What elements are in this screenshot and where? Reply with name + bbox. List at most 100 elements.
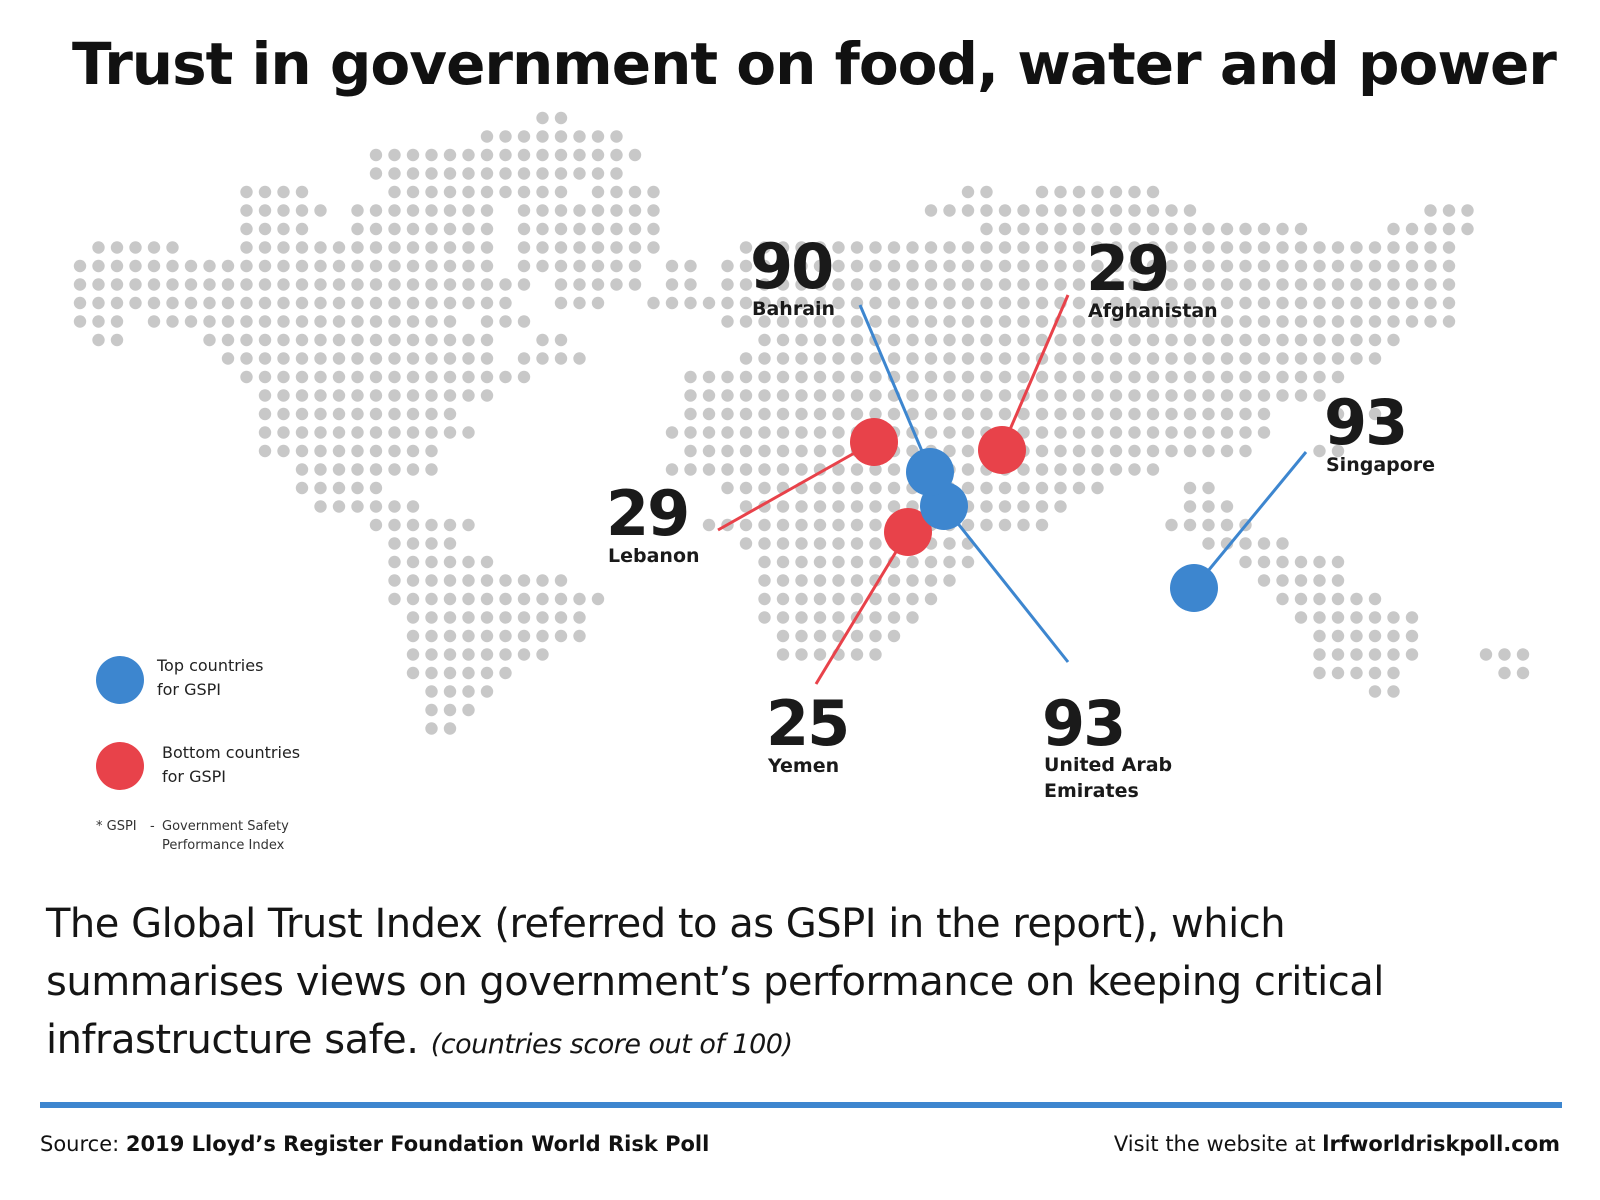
map-dot [1017, 370, 1030, 384]
map-dot [92, 259, 105, 273]
map-dot [924, 259, 938, 273]
map-dot [591, 185, 605, 199]
map-dot [443, 666, 457, 680]
map-dot [480, 204, 494, 217]
map-dot [221, 315, 235, 328]
map-dot [1072, 333, 1086, 347]
map-dot [536, 611, 549, 624]
map-dot [980, 370, 993, 384]
map-dot [869, 370, 882, 384]
map-dot [332, 333, 346, 347]
map-dot [1017, 278, 1030, 291]
map-dot [295, 222, 309, 236]
map-dot [1405, 241, 1419, 254]
map-dot [906, 352, 919, 365]
map-dot [1424, 222, 1437, 236]
map-dot [1035, 278, 1049, 291]
map-dot [1442, 222, 1456, 236]
map-dot [647, 204, 660, 217]
map-dot [961, 315, 975, 328]
map-dot [1350, 611, 1363, 624]
map-dot [1257, 333, 1271, 347]
map-dot [1331, 648, 1345, 661]
map-dot [388, 259, 401, 273]
map-dot [369, 204, 383, 217]
map-dot [388, 444, 401, 458]
map-dot [425, 722, 438, 735]
map-dot [203, 315, 216, 328]
map-dot [1091, 222, 1104, 236]
map-dot [1479, 648, 1493, 661]
map-dot [1183, 278, 1197, 291]
map-dot [480, 555, 494, 569]
map-dot [406, 315, 420, 328]
map-dot [351, 222, 364, 236]
map-dot [1165, 278, 1178, 291]
map-dot [277, 444, 290, 458]
map-dot [443, 685, 457, 698]
map-dot [1165, 259, 1178, 273]
map-dot [1146, 185, 1160, 199]
map-dot [813, 444, 827, 458]
map-dot [758, 241, 771, 254]
map-dot [980, 389, 993, 402]
map-dot [1350, 333, 1363, 347]
map-dot [517, 648, 531, 661]
map-dot [462, 370, 475, 384]
map-dot [573, 352, 586, 365]
map-dot [684, 407, 697, 421]
map-dot [887, 629, 901, 643]
map-dot [1220, 278, 1234, 291]
map-dot [1387, 629, 1400, 643]
map-dot [758, 463, 771, 476]
map-dot [1294, 222, 1308, 236]
map-dot [869, 241, 882, 254]
map-dot [1331, 555, 1345, 569]
map-dot [943, 278, 956, 291]
yemen-line [814, 531, 910, 685]
map-dot [1183, 389, 1197, 402]
map-dot [314, 426, 327, 439]
legend-note-line1: Government Safety [162, 819, 289, 834]
map-dot [1257, 315, 1271, 328]
map-dot [832, 296, 845, 310]
map-dot [1387, 648, 1400, 661]
map-dot [869, 315, 882, 328]
map-dot [332, 426, 346, 439]
map-dot [813, 352, 827, 365]
map-dot [591, 592, 605, 606]
map-dot [943, 296, 956, 310]
map-dot [832, 333, 845, 347]
map-dot [610, 130, 623, 143]
map-dot [554, 130, 568, 143]
map-dot [240, 315, 253, 328]
map-dot [1257, 426, 1271, 439]
map-dot [721, 407, 734, 421]
map-dot [295, 333, 309, 347]
map-dot [1035, 296, 1049, 310]
map-dot [480, 278, 494, 291]
map-dot [1109, 352, 1123, 365]
label-uae: 93 United Arab Emirates [1042, 687, 1172, 802]
map-dot [406, 148, 420, 162]
map-dot [1128, 370, 1141, 384]
map-dot [998, 222, 1012, 236]
map-dot [536, 648, 549, 661]
map-dot [776, 259, 790, 273]
map-dot [1257, 296, 1271, 310]
map-dot [813, 648, 827, 661]
map-dot [1220, 407, 1234, 421]
map-dot [813, 315, 827, 328]
map-dot [776, 611, 790, 624]
visit-link[interactable]: lrfworldriskpoll.com [1322, 1132, 1560, 1156]
map-dot [406, 555, 420, 569]
map-dot [1109, 389, 1123, 402]
map-dot [332, 241, 346, 254]
map-dot [1313, 259, 1326, 273]
map-dot [1313, 296, 1326, 310]
map-dot [480, 352, 494, 365]
map-dot [406, 296, 420, 310]
map-dot [1146, 333, 1160, 347]
map-dot [573, 167, 586, 180]
map-dot [554, 574, 568, 587]
